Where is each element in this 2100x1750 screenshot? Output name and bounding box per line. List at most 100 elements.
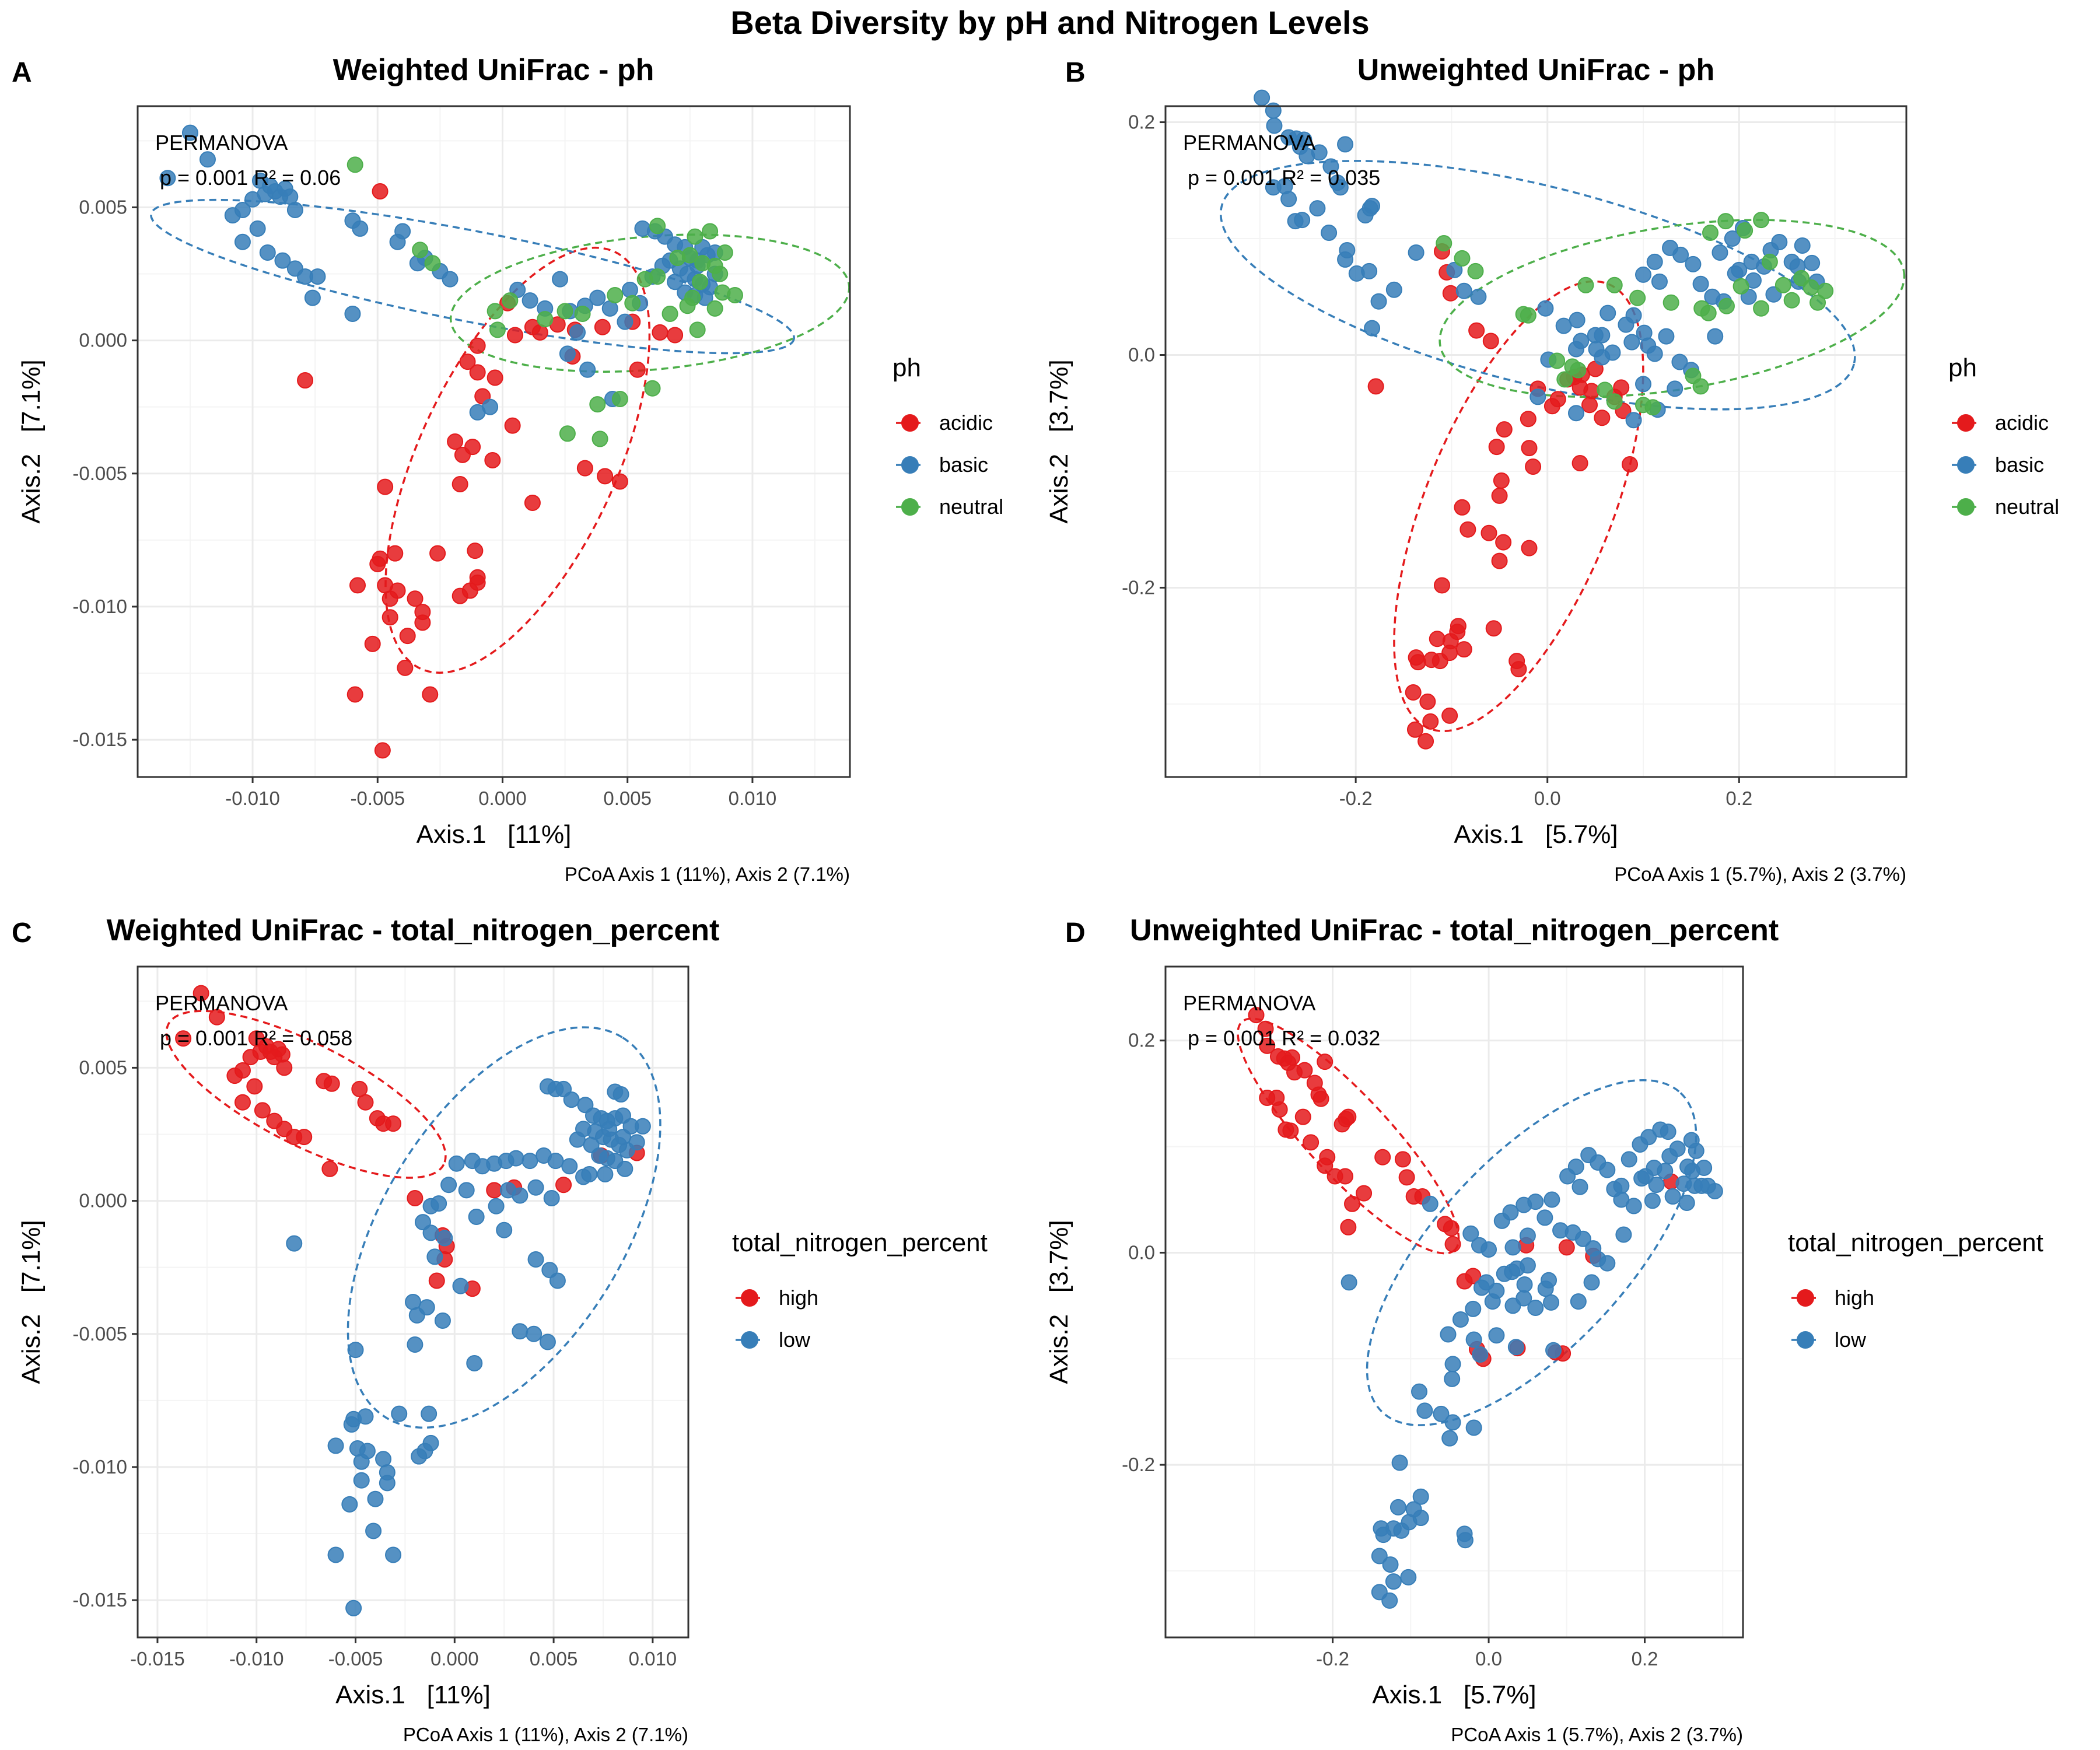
data-point-neutral [706, 300, 723, 317]
data-point-low [1583, 1274, 1600, 1291]
data-point-low [426, 1248, 443, 1265]
data-point-high [192, 985, 209, 1002]
series-low [286, 1078, 651, 1616]
data-point-acidic [1419, 693, 1436, 710]
data-point-basic [1294, 212, 1311, 229]
data-point-basic [1568, 405, 1585, 422]
permanova-label: PERMANOVA [155, 131, 288, 155]
data-point-acidic [387, 545, 404, 562]
data-point-basic [1364, 320, 1381, 337]
data-point-basic [1635, 376, 1652, 393]
data-point-basic [286, 201, 303, 218]
data-point-low [1559, 1168, 1576, 1185]
y-tick-label: 0.0 [1128, 1241, 1155, 1263]
panel-tag: D [1065, 918, 1086, 949]
data-point-neutral [1803, 279, 1819, 296]
legend: ph acidic basic neutral [1948, 354, 2059, 519]
data-point-basic [1569, 312, 1586, 328]
data-point-low [512, 1323, 528, 1340]
data-point-high [1303, 1134, 1320, 1151]
data-point-low [1504, 1297, 1521, 1314]
y-tick-label: 0.005 [79, 1056, 127, 1078]
data-point-low [601, 1121, 618, 1138]
confidence-ellipse-basic [150, 198, 795, 355]
series-acidic [1367, 243, 1639, 750]
data-point-acidic [594, 318, 611, 335]
data-point-neutral [611, 390, 628, 407]
data-point-acidic [1549, 391, 1566, 408]
data-point-acidic [422, 686, 439, 703]
y-axis-title: Axis.2 [7.1%] [17, 1220, 46, 1384]
data-point-basic [552, 271, 569, 288]
data-point-basic [1587, 327, 1604, 344]
data-point-basic [234, 233, 251, 250]
data-point-neutral [1662, 294, 1679, 311]
data-point-low [522, 1153, 538, 1170]
data-point-basic [1771, 233, 1788, 250]
data-point-low [1390, 1499, 1406, 1516]
data-point-high [351, 1080, 368, 1097]
data-point-neutral [687, 228, 704, 245]
data-point-neutral [644, 380, 661, 397]
data-point-neutral [487, 303, 503, 320]
data-point-basic [1311, 144, 1328, 161]
data-point-neutral [679, 298, 696, 314]
data-point-acidic [1433, 577, 1450, 594]
data-point-low [1669, 1140, 1686, 1157]
data-point-basic [442, 271, 459, 288]
data-point-neutral [589, 396, 606, 413]
data-point-low [357, 1408, 374, 1425]
data-point-acidic [1454, 499, 1471, 516]
x-tick-label: 0.010 [629, 1648, 677, 1670]
data-point-acidic [1510, 661, 1527, 678]
data-point-acidic [454, 446, 471, 463]
data-point-low [1444, 1414, 1461, 1431]
legend-key-acidic [1957, 414, 1975, 432]
data-point-acidic [397, 659, 414, 676]
data-point-basic [1385, 281, 1402, 298]
plot-area [1166, 106, 1906, 777]
confidence-ellipse-neutral [1438, 219, 1906, 398]
data-point-low [1411, 1383, 1428, 1400]
data-point-neutral [537, 311, 554, 328]
data-point-low [1400, 1569, 1417, 1586]
data-point-acidic [487, 369, 503, 386]
data-point-basic [469, 404, 486, 421]
data-point-low [1422, 1195, 1438, 1212]
legend-label: acidic [939, 411, 993, 435]
data-point-low [563, 1091, 580, 1108]
data-point-high [385, 1115, 402, 1132]
legend-label: basic [939, 453, 988, 477]
data-point-low [345, 1600, 362, 1616]
data-point-high [175, 1030, 192, 1047]
data-point-acidic [364, 635, 381, 652]
data-point-basic [1712, 244, 1728, 261]
x-tick-label: 0.000 [478, 788, 527, 809]
data-point-neutral [424, 255, 441, 272]
data-point-neutral [1732, 278, 1749, 295]
data-point-neutral [1817, 282, 1834, 299]
data-point-acidic [1460, 521, 1476, 538]
data-point-low [628, 1134, 645, 1151]
data-point-neutral [1692, 378, 1709, 395]
x-tick-label: 0.2 [1726, 788, 1752, 809]
data-point-low [1675, 1175, 1692, 1192]
data-point-acidic [349, 577, 366, 594]
series-high [1248, 1007, 1679, 1367]
data-point-basic [1635, 266, 1652, 283]
data-point-low [543, 1190, 560, 1207]
data-point-low [1433, 1405, 1450, 1422]
data-point-basic [352, 220, 369, 237]
data-point-acidic [346, 686, 363, 703]
panel-title: Weighted UniFrac - total_nitrogen_percen… [107, 914, 720, 947]
data-point-low [1375, 1527, 1392, 1544]
data-point-basic [1337, 136, 1354, 153]
data-point-high [1356, 1185, 1373, 1202]
data-point-low [527, 1179, 544, 1196]
data-point-high [1374, 1149, 1391, 1166]
data-point-neutral [489, 321, 506, 338]
data-point-low [1440, 1326, 1457, 1343]
data-point-low [353, 1472, 370, 1489]
data-point-low [488, 1198, 505, 1214]
